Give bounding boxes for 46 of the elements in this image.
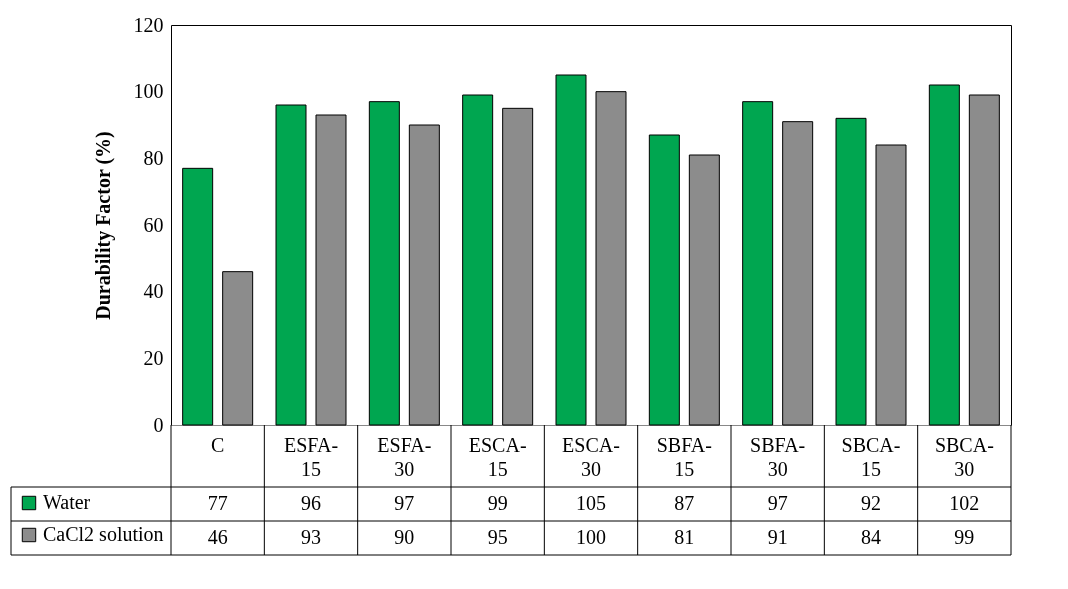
y-tick-label: 40	[143, 280, 164, 303]
data-label: 87	[674, 492, 695, 514]
data-label: 92	[861, 492, 881, 514]
x-tick-label: ESFA-30	[377, 433, 432, 480]
x-tick-label: C	[210, 433, 225, 456]
x-tick-label: SBFA-15	[656, 433, 712, 480]
data-label: 96	[301, 492, 321, 514]
data-label: 91	[767, 526, 788, 548]
bar	[555, 74, 587, 426]
x-tick-label: ESCA-15	[468, 433, 527, 480]
data-label: 90	[394, 526, 415, 548]
y-tick-label: 0	[153, 413, 164, 436]
data-label: 46	[207, 526, 228, 548]
data-label: 99	[954, 526, 975, 548]
bar	[182, 167, 214, 426]
x-tick-label: ESCA-30	[562, 433, 620, 480]
y-tick-label: 100	[133, 80, 164, 103]
data-label: 77	[207, 492, 228, 514]
data-label: 97	[767, 492, 788, 514]
bar	[742, 101, 774, 426]
bar	[928, 84, 960, 426]
data-label: 97	[394, 492, 415, 514]
x-tick-label: ESFA-15	[283, 433, 339, 480]
legend-label: Water	[43, 491, 91, 513]
data-label: 102	[949, 492, 980, 514]
y-tick-label: 80	[143, 146, 164, 169]
y-tick-label: 60	[143, 213, 164, 236]
bar	[648, 134, 680, 426]
x-tick-label: SBCA-15	[841, 433, 901, 480]
legend-label: CaCl2 solution	[43, 523, 164, 545]
data-label: 100	[576, 526, 606, 548]
y-tick-label: 20	[143, 346, 164, 369]
bar	[835, 117, 867, 426]
bar	[462, 94, 494, 426]
y-axis-title: Durability Factor (%)	[91, 131, 115, 320]
data-label: 105	[576, 492, 606, 514]
data-label: 99	[487, 492, 508, 514]
data-label: 95	[487, 526, 508, 548]
x-tick-label: SBCA-30	[934, 433, 994, 480]
data-label: 93	[301, 526, 321, 548]
data-label: 81	[674, 526, 695, 548]
bar	[368, 101, 400, 426]
x-tick-label: SBFA-30	[750, 433, 806, 480]
data-label: 84	[861, 526, 881, 548]
y-tick-label: 120	[133, 13, 164, 36]
bar	[275, 104, 307, 426]
